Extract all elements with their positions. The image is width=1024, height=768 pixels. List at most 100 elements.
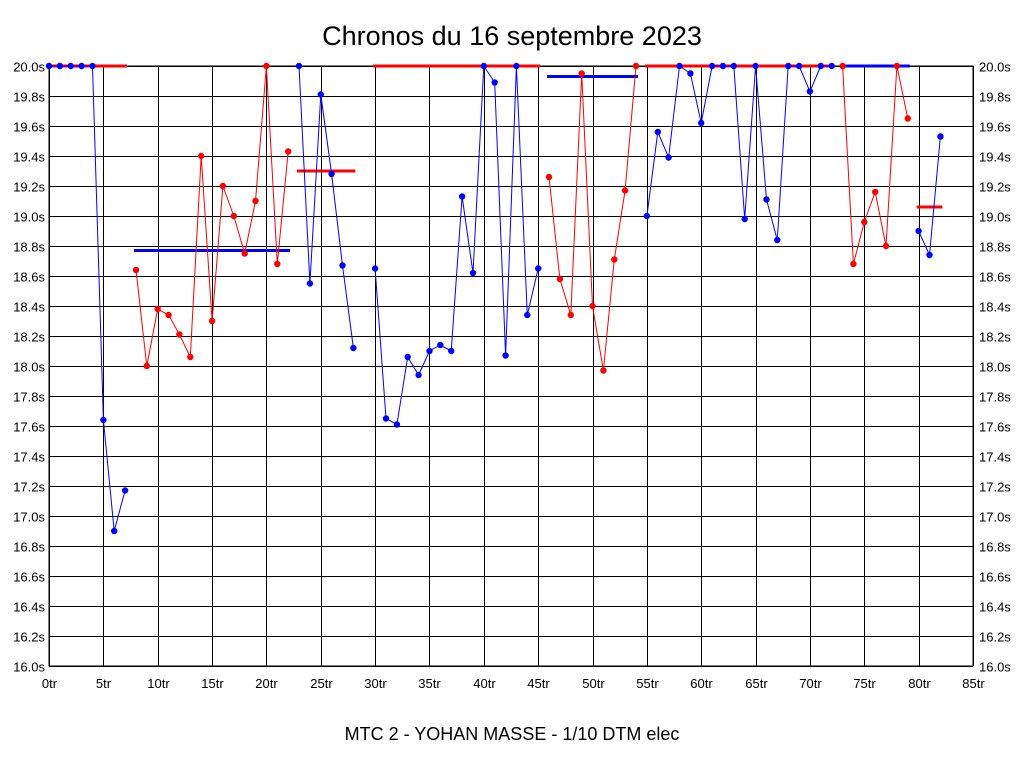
series-line bbox=[646, 65, 832, 241]
data-point bbox=[252, 197, 259, 205]
data-point bbox=[763, 196, 770, 203]
data-point bbox=[285, 148, 292, 155]
data-point bbox=[426, 347, 433, 355]
data-point bbox=[730, 62, 737, 70]
data-point bbox=[143, 362, 150, 370]
data-point bbox=[404, 353, 411, 361]
y-tick-label-left: 18.8s bbox=[13, 240, 45, 255]
x-tick-label: 85tr bbox=[962, 676, 985, 691]
data-point bbox=[611, 256, 618, 263]
x-tick-label: 0tr bbox=[42, 676, 58, 691]
grid-layer bbox=[48, 65, 974, 667]
data-point bbox=[165, 311, 172, 319]
y-tick-label-left: 16.6s bbox=[13, 570, 45, 585]
data-point bbox=[643, 212, 651, 220]
data-point bbox=[665, 154, 672, 161]
series-layer bbox=[45, 62, 944, 535]
data-point bbox=[502, 352, 509, 359]
data-point bbox=[415, 371, 422, 379]
y-tick-label-right: 19.4s bbox=[979, 150, 1011, 165]
data-point bbox=[904, 115, 911, 122]
y-tick-label-right: 19.8s bbox=[979, 90, 1011, 105]
y-tick-label-right: 17.4s bbox=[979, 450, 1011, 465]
y-tick-label-right: 17.0s bbox=[979, 510, 1011, 525]
y-tick-label-left: 19.0s bbox=[13, 210, 45, 225]
y-tick-label-right: 18.2s bbox=[979, 330, 1011, 345]
y-tick-label-left: 16.8s bbox=[13, 540, 45, 555]
data-point bbox=[458, 193, 466, 200]
y-tick-label-left: 18.6s bbox=[13, 270, 45, 285]
data-point bbox=[861, 218, 868, 226]
data-point bbox=[937, 133, 944, 140]
data-point bbox=[774, 236, 781, 244]
data-point bbox=[448, 347, 455, 355]
x-tick-label: 35tr bbox=[418, 676, 441, 691]
data-point bbox=[274, 260, 281, 268]
data-point bbox=[67, 62, 74, 70]
x-tick-label: 55tr bbox=[636, 676, 659, 691]
y-tick-label-left: 17.8s bbox=[13, 390, 45, 405]
x-tick-label: 15tr bbox=[201, 676, 224, 691]
data-point bbox=[632, 62, 640, 70]
data-point bbox=[176, 331, 183, 338]
data-point bbox=[708, 62, 716, 70]
data-point bbox=[893, 62, 901, 70]
data-point bbox=[382, 415, 390, 422]
data-point bbox=[480, 62, 487, 70]
y-tick-label-right: 16.6s bbox=[979, 570, 1011, 585]
data-point bbox=[535, 265, 542, 272]
y-tick-label-right: 16.0s bbox=[979, 660, 1011, 675]
data-point bbox=[589, 302, 596, 310]
data-point bbox=[208, 317, 216, 325]
y-tick-label-left: 20.0s bbox=[13, 60, 45, 75]
y-tick-label-right: 20.0s bbox=[979, 60, 1011, 75]
x-tick-label: 75tr bbox=[853, 676, 876, 691]
data-point bbox=[882, 242, 890, 250]
x-tick-label: 80tr bbox=[908, 676, 931, 691]
data-point bbox=[687, 70, 694, 77]
data-point bbox=[578, 70, 585, 77]
x-tick-label: 20tr bbox=[255, 676, 278, 691]
y-tick-label-left: 18.4s bbox=[13, 300, 45, 315]
data-point bbox=[241, 250, 248, 257]
x-tick-label: 10tr bbox=[147, 676, 170, 691]
y-tick-label-left: 16.2s bbox=[13, 630, 45, 645]
data-point bbox=[785, 62, 792, 70]
data-point bbox=[230, 212, 237, 220]
data-point bbox=[219, 182, 227, 190]
data-point bbox=[806, 88, 814, 95]
y-tick-label-left: 19.6s bbox=[13, 120, 45, 135]
data-point bbox=[850, 260, 857, 268]
y-tick-label-right: 18.6s bbox=[979, 270, 1011, 285]
data-point bbox=[545, 173, 553, 181]
data-point bbox=[491, 79, 498, 86]
data-point bbox=[317, 91, 324, 98]
y-tick-label-left: 16.0s bbox=[13, 660, 45, 675]
x-tick-label: 60tr bbox=[690, 676, 713, 691]
data-point bbox=[187, 353, 194, 361]
data-point bbox=[600, 367, 607, 374]
chart-subtitle: MTC 2 - YOHAN MASSE - 1/10 DTM elec bbox=[345, 724, 680, 744]
data-point bbox=[926, 251, 933, 259]
data-point bbox=[89, 62, 96, 70]
y-tick-label-left: 19.2s bbox=[13, 180, 45, 195]
y-tick-label-right: 18.8s bbox=[979, 240, 1011, 255]
data-point bbox=[654, 128, 661, 136]
y-tick-label-left: 16.4s bbox=[13, 600, 45, 615]
x-tick-label: 65tr bbox=[745, 676, 768, 691]
data-point bbox=[915, 227, 922, 235]
data-point bbox=[371, 265, 379, 272]
y-tick-label-left: 19.8s bbox=[13, 90, 45, 105]
data-point bbox=[263, 62, 270, 70]
data-point bbox=[676, 62, 683, 70]
y-tick-label-left: 17.6s bbox=[13, 420, 45, 435]
y-tick-label-right: 18.0s bbox=[979, 360, 1011, 375]
y-tick-label-left: 18.0s bbox=[13, 360, 45, 375]
x-tick-label: 5tr bbox=[96, 676, 112, 691]
data-point bbox=[698, 119, 705, 127]
y-tick-label-right: 16.8s bbox=[979, 540, 1011, 555]
data-point bbox=[513, 62, 520, 70]
data-point bbox=[295, 62, 303, 70]
